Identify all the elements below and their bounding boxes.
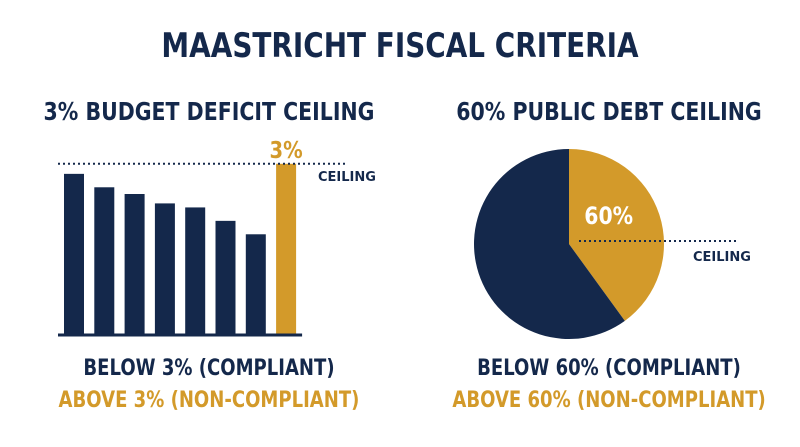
bar: [64, 173, 84, 335]
pie-slice-label: 60%: [584, 202, 633, 230]
bar-highlight: [276, 163, 297, 335]
bar: [245, 234, 266, 335]
pie-slice-remainder: [474, 149, 625, 339]
bar: [124, 194, 145, 335]
bar: [94, 187, 115, 335]
debt-panel: 60% PUBLIC DEBT CEILING 60% CEILING BELOW…: [418, 0, 800, 447]
ceiling-label: CEILING: [693, 250, 751, 265]
deficit-panel: 3% BUDGET DEFICIT CEILING 3% CEILING BELO…: [43, 97, 376, 413]
deficit-bar-chart: 3% CEILING: [58, 137, 376, 337]
deficit-chart-title: 3% BUDGET DEFICIT CEILING: [43, 97, 375, 126]
deficit-legend-compliant: BELOW 3% (COMPLIANT): [83, 356, 335, 381]
debt-pie-chart: 60% CEILING: [474, 149, 751, 339]
debt-chart-title: 60% PUBLIC DEBT CEILING: [456, 97, 762, 126]
debt-legend-noncompliant: ABOVE 60% (NON-COMPLIANT): [452, 388, 766, 413]
page-title: MAASTRICHT FISCAL CRITERIA: [161, 26, 639, 66]
bar: [185, 207, 206, 335]
bar: [154, 203, 175, 335]
pie-slice-ceiling: [569, 149, 664, 321]
ceiling-label: CEILING: [318, 170, 376, 185]
debt-legend-compliant: BELOW 60% (COMPLIANT): [477, 356, 741, 381]
bar-highlight-label: 3%: [270, 137, 303, 164]
deficit-legend-noncompliant: ABOVE 3% (NON-COMPLIANT): [58, 388, 360, 413]
bar: [215, 220, 236, 335]
